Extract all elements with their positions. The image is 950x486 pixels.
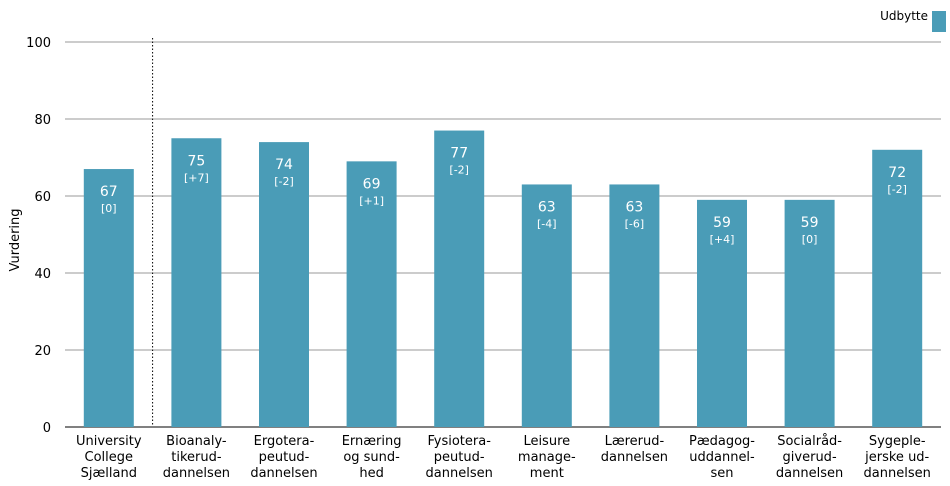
x-tick-label: ment [530,466,564,481]
bar [434,130,485,428]
y-tick-label: 80 [34,113,51,128]
bar [521,184,572,427]
x-tick-label: manage- [518,450,576,465]
bar [83,169,134,428]
x-tick-label: Fysiotera- [427,434,491,449]
y-tick-label: 0 [43,421,51,436]
x-tick-label: Leisure [523,434,570,449]
bar [784,199,835,427]
bar [872,149,923,428]
bar-value-label: 75 [187,153,205,169]
bar-value-label: 72 [888,165,906,181]
x-tick-label: dannelsen [776,466,843,481]
x-tick-label: College [85,450,134,465]
x-tick-label: dannelsen [601,450,668,465]
x-tick-label: Bioanaly- [166,434,227,449]
x-tick-label: Lærerud- [605,434,665,449]
bar [609,184,660,427]
bars: 67 [0] 75 [+7] 74 [-2] 69 [+1] 77 [-2] 63 [-4] 63 [-6… [83,130,923,428]
bar [346,161,397,427]
bar-delta-label: [-4] [537,217,557,230]
bar-value-label: 69 [363,176,381,192]
x-tick-label: University [76,434,142,449]
x-tick-label: Ernæring [342,434,402,449]
y-tick-labels: 0 20 40 60 80 100 [26,36,51,436]
x-tick-label: tikerud- [171,450,222,465]
bar-value-label: 63 [625,199,643,215]
bar-delta-label: [+7] [184,171,209,184]
bar-delta-label: [+1] [359,194,384,207]
legend-label: Udbytte [880,9,928,23]
bar-delta-label: [-2] [449,164,469,177]
bar-value-label: 59 [713,215,731,231]
y-tick-label: 20 [34,344,51,359]
x-tick-label: sen [710,466,733,481]
x-tick-label: dannelsen [163,466,230,481]
x-tick-label: uddannel- [689,450,755,465]
bar-value-label: 67 [100,184,118,200]
x-tick-label: Socialråd- [777,434,842,449]
bar-delta-label: [-2] [274,175,294,188]
bar-value-label: 77 [450,146,468,162]
x-tick-label: Sjælland [81,466,137,481]
x-tick-label: dannelsen [250,466,317,481]
bar-delta-label: [0] [101,202,117,215]
y-axis-label: Vurdering [8,208,23,271]
bar [697,199,747,427]
x-tick-label: peutud- [434,450,485,465]
bar-value-label: 63 [538,199,556,215]
x-tick-label: dannelsen [426,466,493,481]
y-tick-label: 100 [26,36,51,51]
legend-swatch [932,11,946,32]
x-tick-label: Pædagog- [689,434,755,449]
bar-delta-label: [+4] [710,233,735,246]
bar [259,142,309,427]
x-tick-label: peutud- [259,450,310,465]
y-tick-label: 60 [34,190,51,205]
x-tick-label: Sygeple- [869,434,926,449]
x-tick-label: dannelsen [864,466,931,481]
x-tick-label: Ergotera- [254,434,315,449]
x-tick-label: jerske ud- [864,450,929,465]
bar [171,138,222,427]
x-tick-label: hed [359,466,384,481]
bar-value-label: 74 [275,157,293,173]
bar-delta-label: [-2] [887,183,907,196]
legend: Udbytte [880,9,946,32]
bar-value-label: 59 [801,215,819,231]
y-tick-label: 40 [34,267,51,282]
bar-delta-label: [0] [802,233,818,246]
x-tick-label: og sund- [343,450,400,465]
x-tick-label: giverud- [783,450,837,465]
bar-delta-label: [-6] [625,217,645,230]
